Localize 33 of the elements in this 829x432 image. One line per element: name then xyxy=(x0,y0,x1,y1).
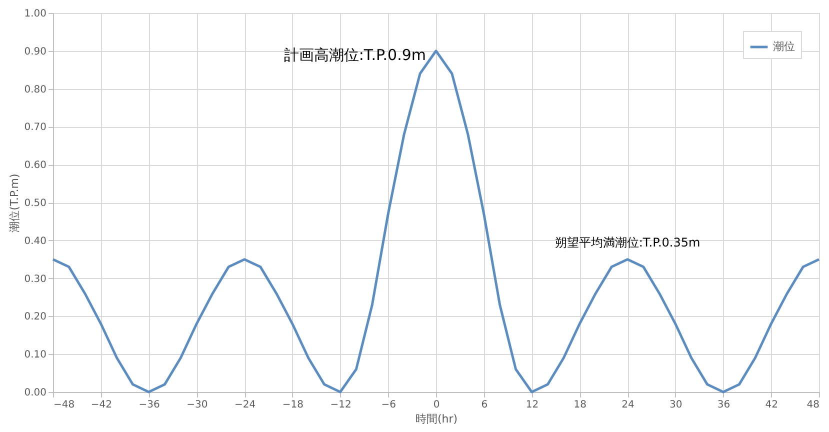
x-tick-label: 42 xyxy=(765,400,778,410)
x-tick-label: −48 xyxy=(54,400,75,410)
y-tick-label: 0.80 xyxy=(24,84,46,96)
y-tick-label: 0.00 xyxy=(24,388,46,398)
y-tick-label: 0.50 xyxy=(24,198,46,209)
x-axis-title: 時間(hr) xyxy=(415,412,458,426)
x-tick-label: −24 xyxy=(234,400,256,410)
x-tick-label: 30 xyxy=(670,400,682,410)
x-tick-label: −42 xyxy=(90,400,112,410)
x-tick-label: 18 xyxy=(574,400,586,410)
y-tick-label: 0.40 xyxy=(24,236,46,247)
y-tick-label: 0.90 xyxy=(24,46,46,58)
y-tick-label: 0.20 xyxy=(24,312,46,323)
x-tick-label: −12 xyxy=(330,400,352,410)
annotation: 計画高潮位:T.P.0.9m xyxy=(284,46,426,64)
x-tick-label: −18 xyxy=(282,400,304,410)
y-tick-label: 0.60 xyxy=(24,160,46,172)
x-tick-label: −6 xyxy=(381,400,396,410)
x-tick-label: 6 xyxy=(481,400,488,410)
y-tick-label: 0.70 xyxy=(24,122,46,134)
y-tick-label: 1.00 xyxy=(24,8,46,20)
x-tick-label: −36 xyxy=(138,400,160,410)
x-tick-label: 24 xyxy=(622,400,634,410)
y-tick-label: 0.30 xyxy=(24,274,46,285)
x-tick-label: 48 xyxy=(806,400,820,410)
x-tick-label: 36 xyxy=(717,400,730,410)
x-tick-label: 12 xyxy=(526,400,539,410)
legend-label: 潮位 xyxy=(773,40,795,53)
annotation: 朔望平均満潮位:T.P.0.35m xyxy=(554,235,700,250)
x-tick-label: 0 xyxy=(433,400,440,410)
x-tick-label: −30 xyxy=(186,400,208,410)
y-tick-label: 0.10 xyxy=(24,350,46,361)
y-axis-title: 潮位(T.P.m) xyxy=(8,174,22,232)
